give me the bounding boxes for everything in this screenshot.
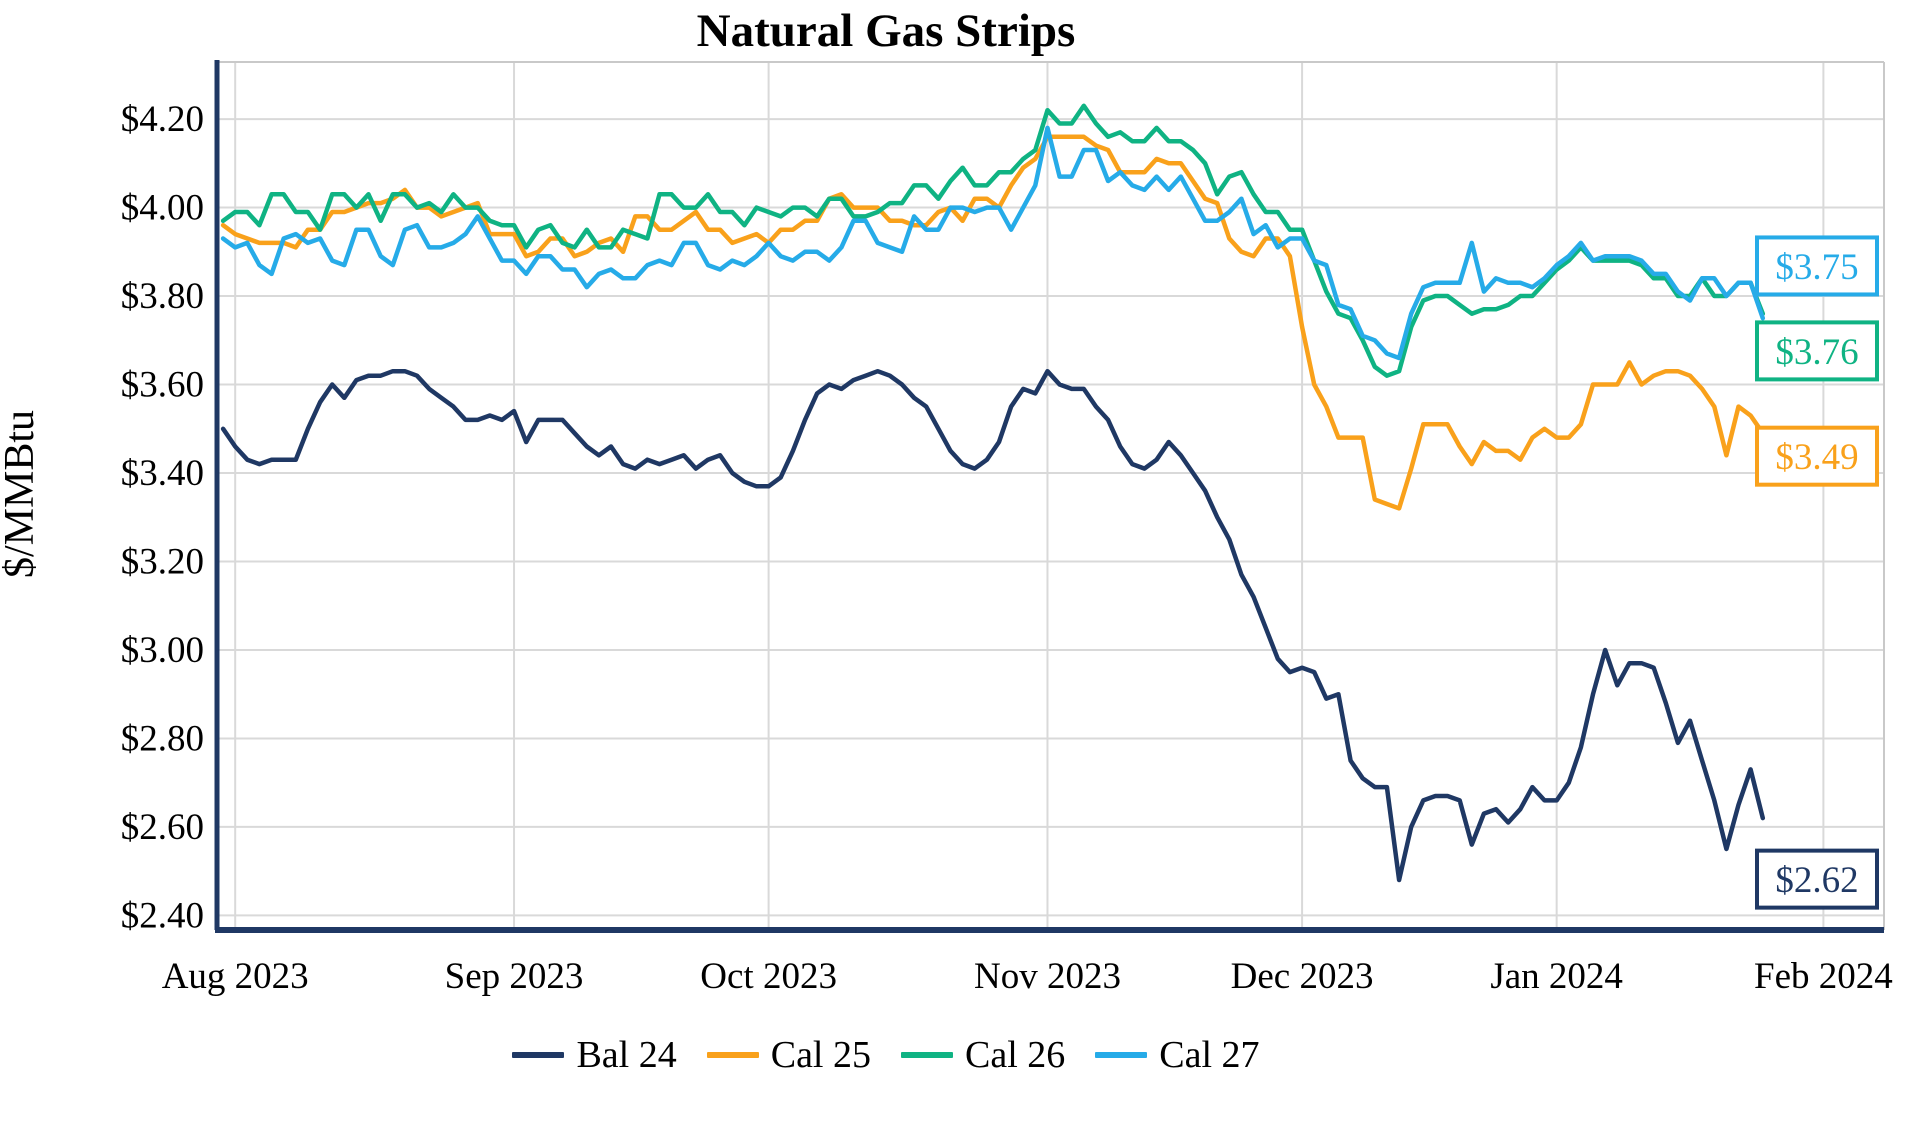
svg-text:$3.75: $3.75: [1775, 247, 1858, 288]
y-tick-label: $2.80: [121, 718, 204, 759]
svg-text:$3.76: $3.76: [1775, 332, 1858, 373]
chart-title: Natural Gas Strips: [696, 5, 1076, 57]
legend-label: Cal 25: [770, 1034, 871, 1076]
y-tick-label: $3.80: [121, 276, 204, 317]
legend-item-cal-26: Cal 26: [901, 1036, 1065, 1074]
y-tick-labels: $4.20 $4.00 $3.80 $3.60 $3.40 $3.20 $3.00 $2.80…: [121, 99, 204, 936]
legend-label: Cal 27: [1159, 1034, 1260, 1076]
legend-swatch-icon: [706, 1052, 759, 1058]
legend-label: Cal 26: [965, 1034, 1066, 1076]
end-value-labels: $3.75 $3.76 $3.49 $2.62: [1755, 235, 1879, 910]
series-line-cal-27: [220, 125, 1766, 361]
x-tick-label: Sep 2023: [445, 956, 584, 997]
svg-text:$2.62: $2.62: [1775, 860, 1858, 901]
x-tick-label: Feb 2024: [1754, 956, 1893, 997]
y-tick-label: $2.40: [121, 895, 204, 936]
legend-label: Bal 24: [576, 1034, 677, 1076]
y-tick-label: $3.40: [121, 453, 204, 494]
legend: Bal 24 Cal 25 Cal 26 Cal 27: [0, 1036, 1772, 1074]
y-tick-label: $3.20: [121, 541, 204, 582]
legend-swatch-icon: [1095, 1052, 1148, 1058]
y-tick-label: $3.60: [121, 365, 204, 406]
end-label-3.49: $3.49: [1755, 425, 1879, 487]
series-line-cal-26: [220, 103, 1766, 378]
y-tick-label: $2.60: [121, 807, 204, 848]
y-tick-label: $4.20: [121, 99, 204, 140]
end-label-2.62: $2.62: [1755, 848, 1879, 910]
series-line-bal-24: [220, 368, 1766, 883]
x-tick-labels: Aug 2023 Sep 2023 Oct 2023 Nov 2023 Dec 2023…: [162, 956, 1893, 997]
x-tick-label: Dec 2023: [1231, 956, 1374, 997]
legend-item-cal-25: Cal 25: [706, 1034, 871, 1076]
gridlines: [217, 62, 1884, 930]
end-label-3.76: $3.76: [1755, 320, 1879, 382]
y-tick-label: $4.00: [121, 188, 204, 229]
legend-swatch-icon: [901, 1052, 953, 1058]
y-tick-label: $3.00: [121, 630, 204, 671]
x-tick-label: Jan 2024: [1490, 956, 1623, 997]
x-tick-label: Aug 2023: [162, 956, 309, 997]
svg-text:$3.49: $3.49: [1775, 437, 1858, 478]
end-label-3.75: $3.75: [1755, 235, 1879, 297]
legend-item-bal-24: Bal 24: [512, 1034, 677, 1076]
series-lines: [220, 103, 1766, 883]
x-tick-label: Nov 2023: [974, 956, 1121, 997]
legend-item-cal-27: Cal 27: [1095, 1034, 1260, 1076]
legend-swatch-icon: [512, 1052, 565, 1058]
x-tick-label: Oct 2023: [700, 956, 837, 997]
